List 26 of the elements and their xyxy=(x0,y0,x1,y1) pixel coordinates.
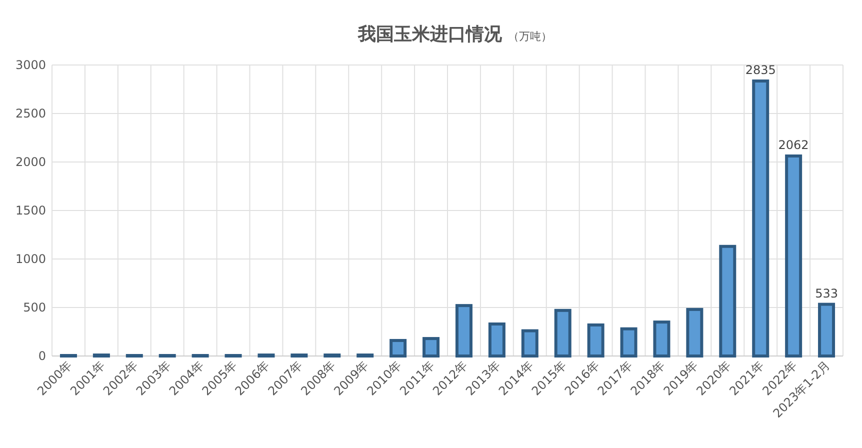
chart-title: 我国玉米进口情况 xyxy=(357,24,503,45)
y-tick-label: 500 xyxy=(23,300,46,314)
bar xyxy=(785,154,802,358)
data-label: 533 xyxy=(815,286,838,300)
bar xyxy=(752,80,770,358)
y-tick-label: 2500 xyxy=(15,106,46,120)
bar xyxy=(390,338,407,358)
data-label: 2062 xyxy=(778,138,809,152)
y-tick-label: 2000 xyxy=(15,155,46,169)
bar xyxy=(521,329,538,358)
bar xyxy=(455,304,472,358)
bar xyxy=(422,337,440,358)
bar xyxy=(587,323,604,358)
bar xyxy=(818,302,836,358)
bar xyxy=(719,244,736,358)
chart-subtitle: （万吨） xyxy=(508,30,552,43)
bar xyxy=(653,320,670,358)
bar xyxy=(554,308,572,358)
bar xyxy=(488,322,506,358)
bar xyxy=(686,308,704,358)
y-tick-label: 0 xyxy=(38,349,46,363)
y-tick-label: 3000 xyxy=(15,58,46,72)
y-tick-label: 1500 xyxy=(15,204,46,218)
y-tick-label: 1000 xyxy=(15,252,46,266)
bar xyxy=(620,327,638,358)
data-label: 2835 xyxy=(745,63,776,78)
